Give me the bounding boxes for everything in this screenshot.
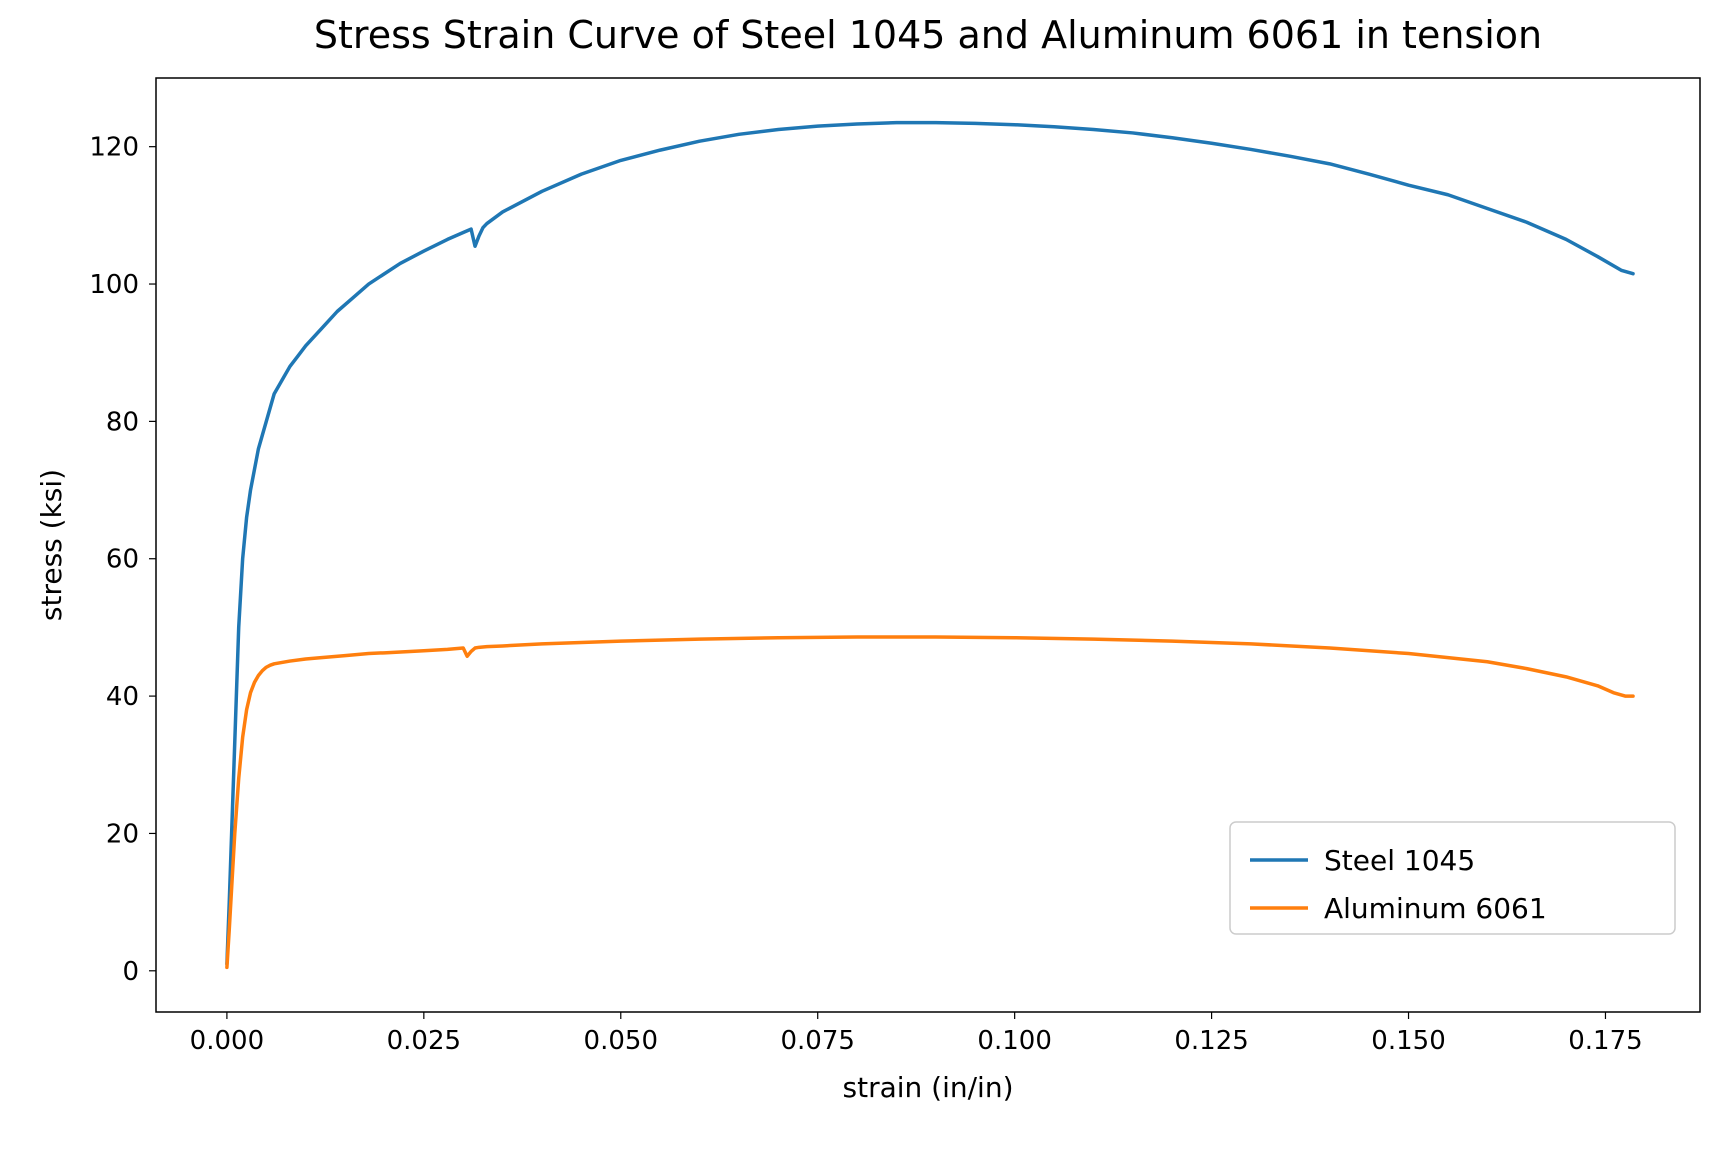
x-tick-label: 0.050 bbox=[584, 1026, 658, 1056]
y-tick-label: 0 bbox=[122, 957, 139, 987]
legend-label: Aluminum 6061 bbox=[1324, 892, 1547, 925]
chart-title: Stress Strain Curve of Steel 1045 and Al… bbox=[314, 13, 1542, 57]
x-axis-label: strain (in/in) bbox=[843, 1071, 1014, 1104]
stress-strain-chart: Stress Strain Curve of Steel 1045 and Al… bbox=[0, 0, 1731, 1154]
x-tick-label: 0.175 bbox=[1568, 1026, 1642, 1056]
x-tick-label: 0.125 bbox=[1174, 1026, 1248, 1056]
y-tick-label: 100 bbox=[89, 270, 139, 300]
x-tick-label: 0.000 bbox=[190, 1026, 264, 1056]
y-tick-label: 40 bbox=[106, 682, 139, 712]
y-tick-label: 60 bbox=[106, 545, 139, 575]
y-axis-label: stress (ksi) bbox=[35, 469, 68, 621]
y-tick-label: 80 bbox=[106, 407, 139, 437]
x-tick-label: 0.075 bbox=[780, 1026, 854, 1056]
x-tick-label: 0.025 bbox=[387, 1026, 461, 1056]
legend-label: Steel 1045 bbox=[1324, 844, 1475, 877]
y-tick-label: 120 bbox=[89, 133, 139, 163]
chart-svg: Stress Strain Curve of Steel 1045 and Al… bbox=[0, 0, 1731, 1154]
y-tick-label: 20 bbox=[106, 819, 139, 849]
x-tick-label: 0.150 bbox=[1371, 1026, 1445, 1056]
x-tick-label: 0.100 bbox=[977, 1026, 1051, 1056]
legend: Steel 1045 Aluminum 6061 bbox=[1230, 822, 1675, 934]
